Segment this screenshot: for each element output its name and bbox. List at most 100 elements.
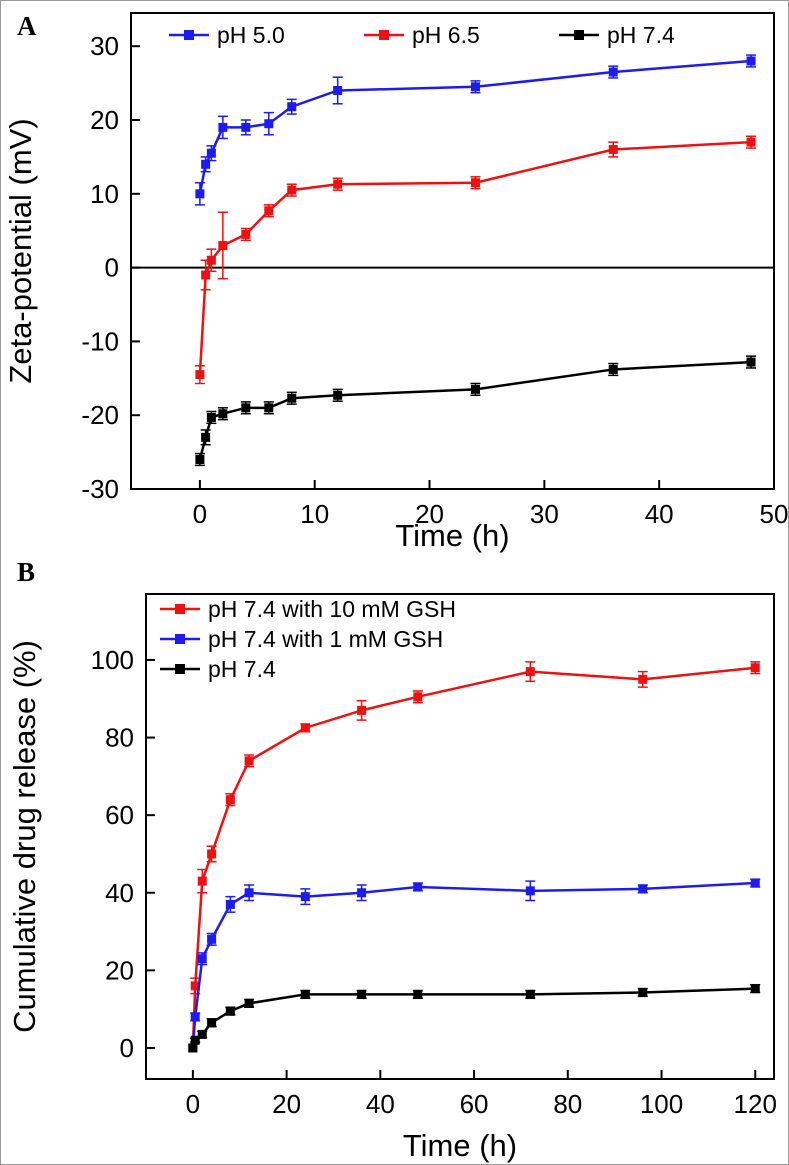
y-tick-label: 100 [91,645,134,675]
series-2 [194,355,757,467]
series-2 [188,983,761,1053]
x-tick-label: 50 [760,499,789,529]
x-tick-label: 0 [193,499,207,529]
panel-a-label: A [17,11,37,41]
series-line [191,987,756,1049]
square-marker [190,1035,200,1045]
square-marker [287,102,297,112]
legend-marker [379,30,389,40]
x-axis-label: Time (h) [403,1128,517,1163]
square-marker [333,85,343,95]
square-marker [357,989,367,999]
square-marker [264,206,274,216]
legend-label: pH 7.4 [208,656,276,682]
y-tick-label: 30 [90,31,119,61]
legend-label: pH 7.4 with 1 mM GSH [208,626,443,652]
square-marker [470,178,480,188]
square-marker [264,403,274,413]
legend-label: pH 7.4 with 10 mM GSH [208,596,456,622]
square-marker [206,148,216,158]
square-marker [201,432,211,442]
square-marker [470,82,480,92]
square-marker [300,892,310,902]
square-marker [746,56,756,66]
series-1 [194,135,757,385]
square-marker [218,240,228,250]
square-marker [750,984,760,994]
square-marker [206,412,216,422]
square-marker [413,692,423,702]
legend-marker [184,30,194,40]
square-marker [201,159,211,169]
legend-item-1: pH 7.4 with 1 mM GSH [160,626,443,652]
square-marker [525,989,535,999]
square-marker [190,981,200,991]
y-tick-label: 20 [90,105,119,135]
legend-marker [574,30,584,40]
y-tick-label: 80 [105,723,134,753]
x-axis-label: Time (h) [395,518,509,553]
y-tick-label: 0 [105,253,119,283]
square-marker [300,989,310,999]
y-axis-label: Cumulative drug release (%) [7,640,42,1033]
series-0 [194,54,757,206]
square-marker [638,987,648,997]
series-1 [188,878,761,1053]
legend-item-0: pH 7.4 with 10 mM GSH [160,596,456,622]
legend-marker [175,664,185,674]
y-tick-label: 10 [90,179,119,209]
panel-b-label: B [17,557,36,587]
square-marker [287,185,297,195]
square-marker [750,878,760,888]
square-marker [357,888,367,898]
square-marker [357,705,367,715]
legend-item-1: pH 6.5 [364,22,480,48]
square-marker [206,255,216,265]
square-marker [244,888,254,898]
square-marker [525,886,535,896]
x-tick-label: 40 [366,1089,395,1119]
square-marker [746,357,756,367]
square-marker [195,454,205,464]
zeta-potential-chart: 0 10 20 30 40 50 -30 -20 -10 0 10 20 30 Time (h) Zeta-… [3,12,789,553]
square-marker [608,364,618,374]
legend-marker [175,634,185,644]
square-marker [207,849,217,859]
x-tick-label: 20 [415,499,444,529]
legend-item-2: pH 7.4 [160,656,276,682]
y-tick-label: 60 [105,800,134,830]
square-marker [190,1012,200,1022]
square-marker [413,989,423,999]
series-line [198,360,752,460]
legend-label: pH 5.0 [217,22,285,48]
square-marker [218,122,228,132]
square-marker [207,934,217,944]
square-marker [188,1043,198,1053]
legend-label: pH 6.5 [412,22,480,48]
square-marker [287,393,297,403]
square-marker [244,998,254,1008]
y-tick-label: -20 [81,400,119,430]
square-marker [207,1018,217,1028]
x-tick-label: 100 [640,1089,683,1119]
square-marker [638,884,648,894]
square-marker [195,370,205,380]
drug-release-chart: 0 20 40 60 80 100 120 0 20 40 60 80 100 Time (h) Cumul… [7,593,777,1163]
legend-marker [175,604,185,614]
square-marker [225,1006,235,1016]
square-marker [241,403,251,413]
square-marker [225,899,235,909]
x-tick-label: 60 [460,1089,489,1119]
y-tick-label: -30 [81,474,119,504]
square-marker [525,667,535,677]
x-tick-label: 10 [300,499,329,529]
square-marker [201,270,211,280]
square-marker [197,876,207,886]
square-marker [218,409,228,419]
square-marker [750,663,760,673]
x-tick-label: 40 [645,499,674,529]
square-marker [241,229,251,239]
square-marker [244,756,254,766]
square-marker [225,795,235,805]
